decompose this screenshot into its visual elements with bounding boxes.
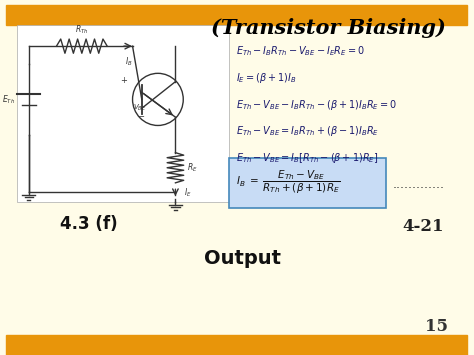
Bar (18, 25, 229, 202)
Text: $R_E$: $R_E$ (187, 162, 198, 174)
Text: $R_{Th}$: $R_{Th}$ (75, 24, 89, 36)
Text: 15: 15 (425, 318, 448, 335)
Text: +: + (120, 76, 127, 85)
Text: $I_E = (\beta + 1)I_B$: $I_E = (\beta + 1)I_B$ (236, 71, 297, 85)
Text: −: − (137, 112, 144, 121)
Text: $V_{BE}$: $V_{BE}$ (133, 103, 146, 113)
Text: $E_{Th} - V_{BE} = I_B [R_{Th} - (\beta + 1)R_E]$: $E_{Th} - V_{BE} = I_B [R_{Th} - (\beta … (236, 151, 379, 165)
Bar (6, 335, 467, 355)
Text: $E_{Th} - V_{BE} - I_B R_{Th} - (\beta + 1)I_B R_E = 0$: $E_{Th} - V_{BE} - I_B R_{Th} - (\beta +… (236, 98, 397, 111)
Text: $I_B$: $I_B$ (125, 55, 133, 67)
Text: .............: ............. (393, 178, 445, 191)
Text: 4-21: 4-21 (402, 218, 444, 235)
Text: $I_B \; = \; \dfrac{E_{Th} - V_{BE}}{R_{Th} + (\beta + 1)R_E}$: $I_B \; = \; \dfrac{E_{Th} - V_{BE}}{R_{… (236, 169, 340, 196)
Bar (6, 5, 467, 25)
Text: $I_E$: $I_E$ (184, 186, 191, 199)
Text: $E_{Th}$: $E_{Th}$ (2, 93, 15, 106)
Text: $E_{Th} - V_{BE} = I_B R_{Th} + (\beta - 1)I_B R_E$: $E_{Th} - V_{BE} = I_B R_{Th} + (\beta -… (236, 124, 379, 138)
Text: Output: Output (204, 248, 281, 268)
Text: 4.3 (f): 4.3 (f) (60, 215, 118, 233)
Text: (Transistor Biasing): (Transistor Biasing) (211, 18, 446, 38)
Text: $E_{Th} - I_B R_{Th} - V_{BE} - I_E R_E = 0$: $E_{Th} - I_B R_{Th} - V_{BE} - I_E R_E … (236, 44, 365, 58)
FancyBboxPatch shape (229, 158, 386, 208)
